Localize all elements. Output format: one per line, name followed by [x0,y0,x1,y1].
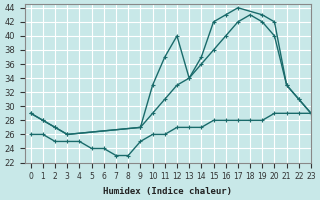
X-axis label: Humidex (Indice chaleur): Humidex (Indice chaleur) [103,187,232,196]
